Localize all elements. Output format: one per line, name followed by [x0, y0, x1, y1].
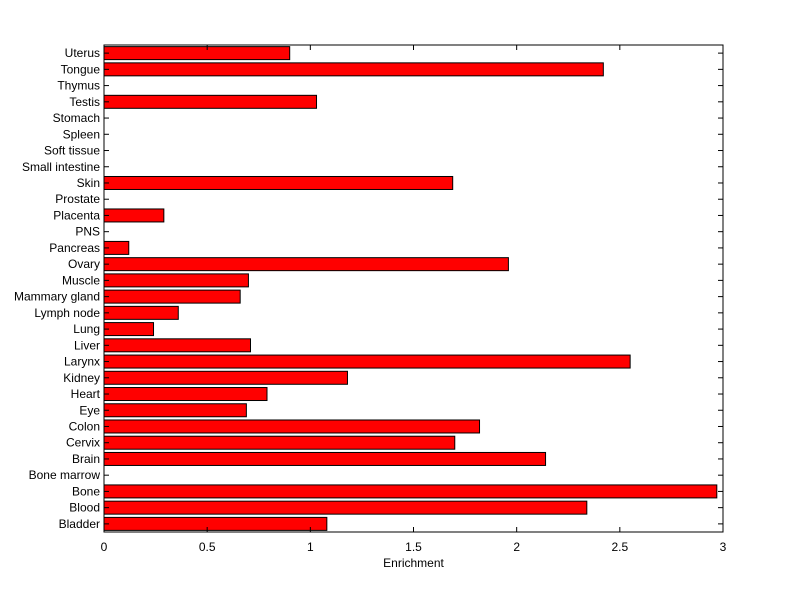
category-label-tongue: Tongue — [61, 62, 101, 76]
bar-bladder — [103, 516, 328, 531]
bar-ovary — [103, 257, 509, 272]
category-label-pancreas: Pancreas — [49, 241, 100, 255]
category-label-bone: Bone — [72, 484, 100, 498]
category-label-small-intestine: Small intestine — [22, 160, 100, 174]
category-label-testis: Testis — [69, 95, 100, 109]
bar-blood — [103, 500, 588, 515]
category-label-larynx: Larynx — [64, 355, 100, 369]
category-label-ovary: Ovary — [68, 257, 100, 271]
bar-colon — [103, 419, 481, 434]
bar-kidney — [103, 370, 348, 385]
category-label-liver: Liver — [74, 338, 100, 352]
category-label-skin: Skin — [77, 176, 100, 190]
bar-uterus — [103, 46, 291, 61]
x-tick-labels-group: 0 0.5 1 1.5 2 2.5 3 — [101, 540, 727, 554]
bar-lymph-node — [103, 305, 179, 320]
category-label-heart: Heart — [71, 387, 101, 401]
category-label-thymus: Thymus — [57, 79, 100, 93]
bar-lung — [103, 322, 155, 337]
bar-eye — [103, 403, 247, 418]
bar-placenta — [103, 208, 165, 223]
x-tick-label-3: 1.5 — [405, 540, 422, 554]
category-label-muscle: Muscle — [62, 273, 100, 287]
category-label-stomach: Stomach — [53, 111, 100, 125]
category-labels-group: Bladder Blood Bone Bone marrow Brain Cervix Co… — [14, 46, 101, 531]
category-label-uterus: Uterus — [65, 46, 100, 60]
category-label-lymph-node: Lymph node — [34, 306, 100, 320]
x-tick-label-6: 3 — [720, 540, 727, 554]
ticks-group — [103, 45, 724, 532]
category-label-prostate: Prostate — [55, 192, 100, 206]
bar-liver — [103, 338, 251, 353]
category-label-spleen: Spleen — [63, 127, 100, 141]
category-label-mammary-gland: Mammary gland — [14, 290, 100, 304]
x-axis-label: Enrichment — [383, 556, 444, 570]
x-tick-label-0: 0 — [101, 540, 108, 554]
bars-group — [103, 46, 718, 531]
bar-cervix — [103, 435, 456, 450]
bar-testis — [103, 94, 318, 109]
category-label-soft-tissue: Soft tissue — [44, 144, 100, 158]
category-label-colon: Colon — [69, 419, 100, 433]
x-tick-label-5: 2.5 — [611, 540, 628, 554]
bar-skin — [103, 175, 454, 190]
category-label-lung: Lung — [73, 322, 100, 336]
category-label-brain: Brain — [72, 452, 100, 466]
bar-heart — [103, 387, 268, 402]
category-label-bone-marrow: Bone marrow — [29, 468, 101, 482]
category-label-blood: Blood — [69, 501, 100, 515]
bar-bone — [103, 484, 718, 499]
x-tick-label-1: 0.5 — [199, 540, 216, 554]
bar-tongue — [103, 62, 604, 77]
category-label-kidney: Kidney — [63, 371, 100, 385]
bar-larynx — [103, 354, 631, 369]
x-tick-label-2: 1 — [307, 540, 314, 554]
category-label-pns: PNS — [75, 225, 100, 239]
bar-muscle — [103, 273, 249, 288]
x-tick-label-4: 2 — [513, 540, 520, 554]
category-label-placenta: Placenta — [53, 208, 100, 222]
category-label-cervix: Cervix — [66, 436, 100, 450]
category-label-bladder: Bladder — [59, 517, 100, 531]
bar-brain — [103, 451, 547, 466]
category-label-eye: Eye — [79, 403, 100, 417]
bar-mammary-gland — [103, 289, 241, 304]
